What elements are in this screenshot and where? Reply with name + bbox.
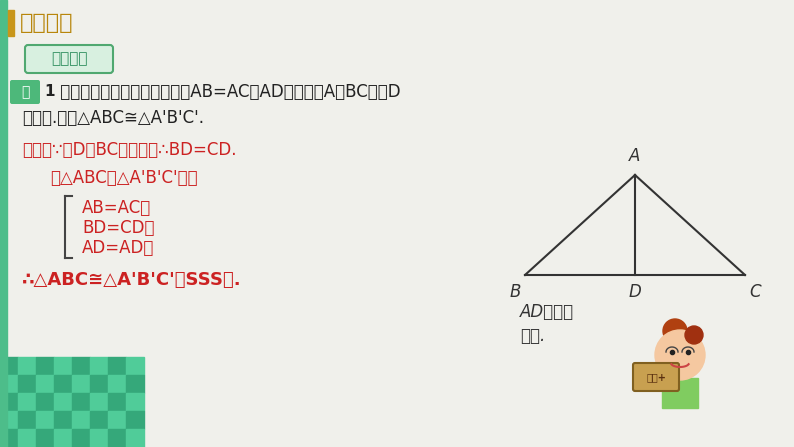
Text: B: B: [509, 283, 521, 301]
Bar: [18, 411, 36, 429]
Bar: [8, 10, 14, 36]
Bar: [36, 375, 54, 393]
Bar: [0, 375, 18, 393]
Text: 典例分析: 典例分析: [51, 51, 87, 67]
Text: 1: 1: [44, 84, 55, 100]
Bar: [0, 357, 18, 375]
FancyBboxPatch shape: [633, 363, 679, 391]
Bar: [54, 375, 72, 393]
Text: 小叭+: 小叭+: [646, 372, 666, 382]
FancyBboxPatch shape: [10, 80, 40, 104]
Bar: [90, 393, 108, 411]
Bar: [126, 393, 144, 411]
Bar: [72, 357, 90, 375]
Text: D: D: [629, 283, 642, 301]
Text: 新课讲解: 新课讲解: [20, 13, 74, 33]
Bar: [54, 393, 72, 411]
Bar: [18, 393, 36, 411]
Text: AD=AD，: AD=AD，: [82, 239, 154, 257]
Bar: [108, 357, 126, 375]
Bar: [72, 375, 90, 393]
Bar: [90, 429, 108, 447]
Bar: [0, 0, 7, 447]
Bar: [108, 411, 126, 429]
Circle shape: [685, 326, 703, 344]
Text: 共边.: 共边.: [520, 327, 545, 345]
Bar: [0, 429, 18, 447]
Bar: [72, 429, 90, 447]
Bar: [90, 375, 108, 393]
Circle shape: [655, 330, 705, 380]
Text: BD=CD，: BD=CD，: [82, 219, 155, 237]
Bar: [54, 429, 72, 447]
Bar: [126, 375, 144, 393]
Text: C: C: [750, 283, 761, 301]
Circle shape: [663, 319, 687, 343]
Text: 证明：∵点D是BC的中点，∴BD=CD.: 证明：∵点D是BC的中点，∴BD=CD.: [22, 141, 237, 159]
Bar: [18, 429, 36, 447]
Bar: [662, 378, 698, 408]
Bar: [36, 357, 54, 375]
Text: A: A: [630, 147, 641, 165]
Bar: [36, 393, 54, 411]
Bar: [72, 411, 90, 429]
Bar: [90, 357, 108, 375]
Bar: [18, 375, 36, 393]
Text: 例: 例: [21, 85, 29, 99]
Text: 在如图所示的三角形钢架中，AB=AC，AD是连接点A与BC中点D: 在如图所示的三角形钢架中，AB=AC，AD是连接点A与BC中点D: [55, 83, 401, 101]
FancyBboxPatch shape: [25, 45, 113, 73]
Bar: [0, 411, 18, 429]
Bar: [18, 357, 36, 375]
Text: AD称为公: AD称为公: [520, 303, 574, 321]
Bar: [108, 393, 126, 411]
Bar: [108, 375, 126, 393]
Bar: [36, 429, 54, 447]
Bar: [54, 411, 72, 429]
Bar: [90, 411, 108, 429]
Bar: [0, 393, 18, 411]
Bar: [36, 411, 54, 429]
Text: 在△ABC和△A'B'C'中，: 在△ABC和△A'B'C'中，: [50, 169, 198, 187]
Text: AB=AC，: AB=AC，: [82, 199, 151, 217]
Text: ∴△ABC≅△A'B'C'（SSS）.: ∴△ABC≅△A'B'C'（SSS）.: [22, 271, 241, 289]
Bar: [108, 429, 126, 447]
Bar: [126, 411, 144, 429]
Bar: [54, 357, 72, 375]
Bar: [126, 357, 144, 375]
Bar: [126, 429, 144, 447]
Bar: [72, 393, 90, 411]
Text: 的支架.求证△ABC≅△A'B'C'.: 的支架.求证△ABC≅△A'B'C'.: [22, 109, 204, 127]
